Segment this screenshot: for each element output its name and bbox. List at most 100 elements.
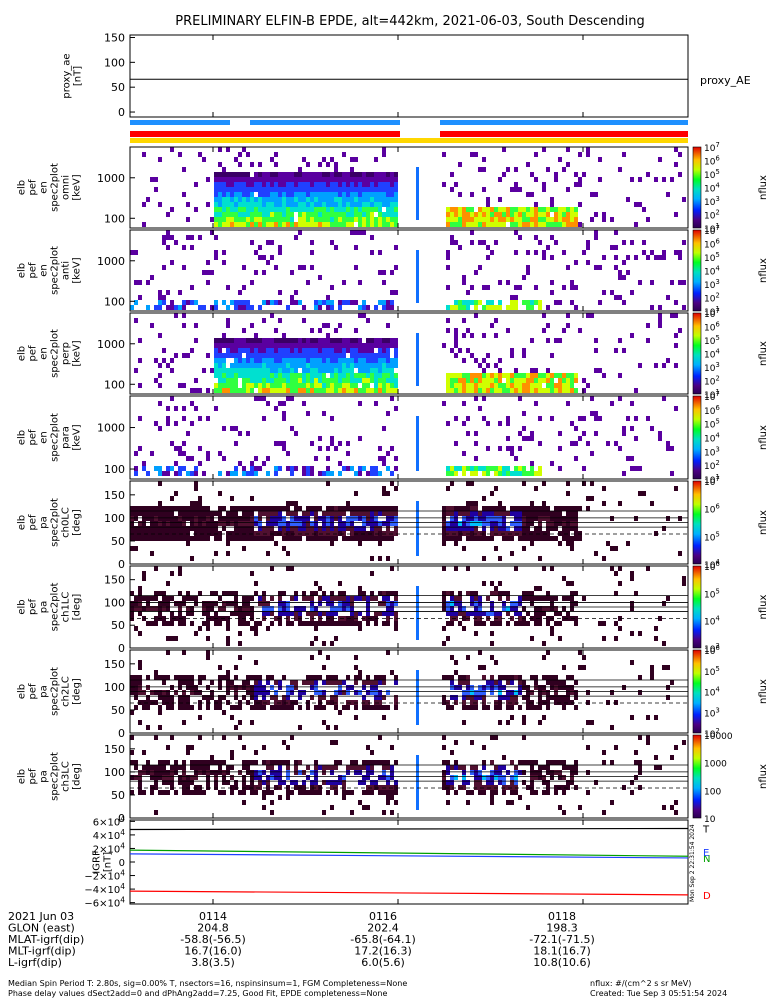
heatmap-cell [486,373,490,378]
heatmap-cell [274,212,278,217]
heatmap-cell [450,383,454,388]
heatmap-cell [498,556,502,561]
heatmap-cell [254,348,258,353]
heatmap-cell [310,471,314,476]
heatmap-cell [518,526,522,531]
heatmap-cell [206,621,210,626]
colorbar-label: nflux [758,425,769,450]
heatmap-cell [526,192,530,197]
heatmap-cell [306,516,310,521]
ephemeris-value: 16.7(16.0) [184,945,242,958]
heatmap-cell [234,348,238,353]
heatmap-cell [222,187,226,192]
heatmap-cell [290,343,294,348]
heatmap-cell [190,621,194,626]
heatmap-cell [318,378,322,383]
heatmap-cell [622,431,626,436]
heatmap-cell [194,596,198,601]
heatmap-cell [294,290,298,295]
heatmap-cell [218,760,222,765]
heatmap-cell [306,536,310,541]
heatmap-cell [382,280,386,285]
heatmap-cell [366,531,370,536]
heatmap-cell [354,665,358,670]
heatmap-cell [258,785,262,790]
heatmap-cell [510,388,514,393]
heatmap-cell [450,591,454,596]
ylabel-line: [deg] [72,678,83,705]
heatmap-cell [622,785,626,790]
heatmap-cell [226,685,230,690]
heatmap-cell [382,675,386,680]
heatmap-cell [490,785,494,790]
heatmap-cell [350,810,354,815]
heatmap-cell [234,373,238,378]
colorbar-tick: 105 [704,587,720,600]
heatmap-cell [378,611,382,616]
heatmap-cell [446,217,450,222]
heatmap-cell [450,305,454,310]
y-tick-label: 0 [118,812,125,825]
heatmap-cell [482,471,486,476]
heatmap-cell [318,446,322,451]
heatmap-cell [554,222,558,227]
heatmap-cell [542,655,546,660]
heatmap-cell [282,348,286,353]
heatmap-cell [618,396,622,401]
heatmap-cell [250,162,254,167]
heatmap-cell [470,152,474,157]
heatmap-cell [650,250,654,255]
heatmap-cell [170,596,174,601]
heatmap-cell [602,255,606,260]
heatmap-cell [514,526,518,531]
heatmap-cell [170,521,174,526]
heatmap-cell [514,566,518,571]
heatmap-cell [154,735,158,740]
heatmap-cell [250,531,254,536]
heatmap-cell [394,760,398,765]
heatmap-cell [490,383,494,388]
ylabel-line: [deg] [72,509,83,536]
heatmap-cell [310,388,314,393]
heatmap-cell [346,675,350,680]
heatmap-cell [334,338,338,343]
heatmap-cell [390,511,394,516]
heatmap-cell [278,765,282,770]
heatmap-cell [518,511,522,516]
heatmap-cell [574,506,578,511]
heatmap-cell [330,373,334,378]
heatmap-cell [290,368,294,373]
heatmap-cell [602,212,606,217]
heatmap-cell [266,368,270,373]
heatmap-cell [610,290,614,295]
heatmap-cell [150,275,154,280]
heatmap-cell [478,685,482,690]
heatmap-cell [262,300,266,305]
heatmap-cell [374,368,378,373]
heatmap-cell [350,353,354,358]
heatmap-cell [354,182,358,187]
heatmap-cell [326,197,330,202]
heatmap-cell [354,373,358,378]
heatmap-cell [462,720,466,725]
heatmap-cell [354,328,358,333]
heatmap-cell [494,388,498,393]
heatmap-cell [246,675,250,680]
heatmap-cell [242,521,246,526]
heatmap-cell [246,471,250,476]
heatmap-cell [226,373,230,378]
heatmap-cell [206,611,210,616]
heatmap-cell [382,621,386,626]
panel-background [130,313,688,394]
y-tick-label: 150 [104,743,125,756]
heatmap-cell [266,182,270,187]
heatmap-cell [382,383,386,388]
heatmap-cell [342,780,346,785]
heatmap-cell [166,650,170,655]
heatmap-cell [574,260,578,265]
heatmap-cell [630,456,634,461]
heatmap-cell [202,611,206,616]
heatmap-cell [346,606,350,611]
heatmap-cell [490,516,494,521]
heatmap-cell [382,705,386,710]
